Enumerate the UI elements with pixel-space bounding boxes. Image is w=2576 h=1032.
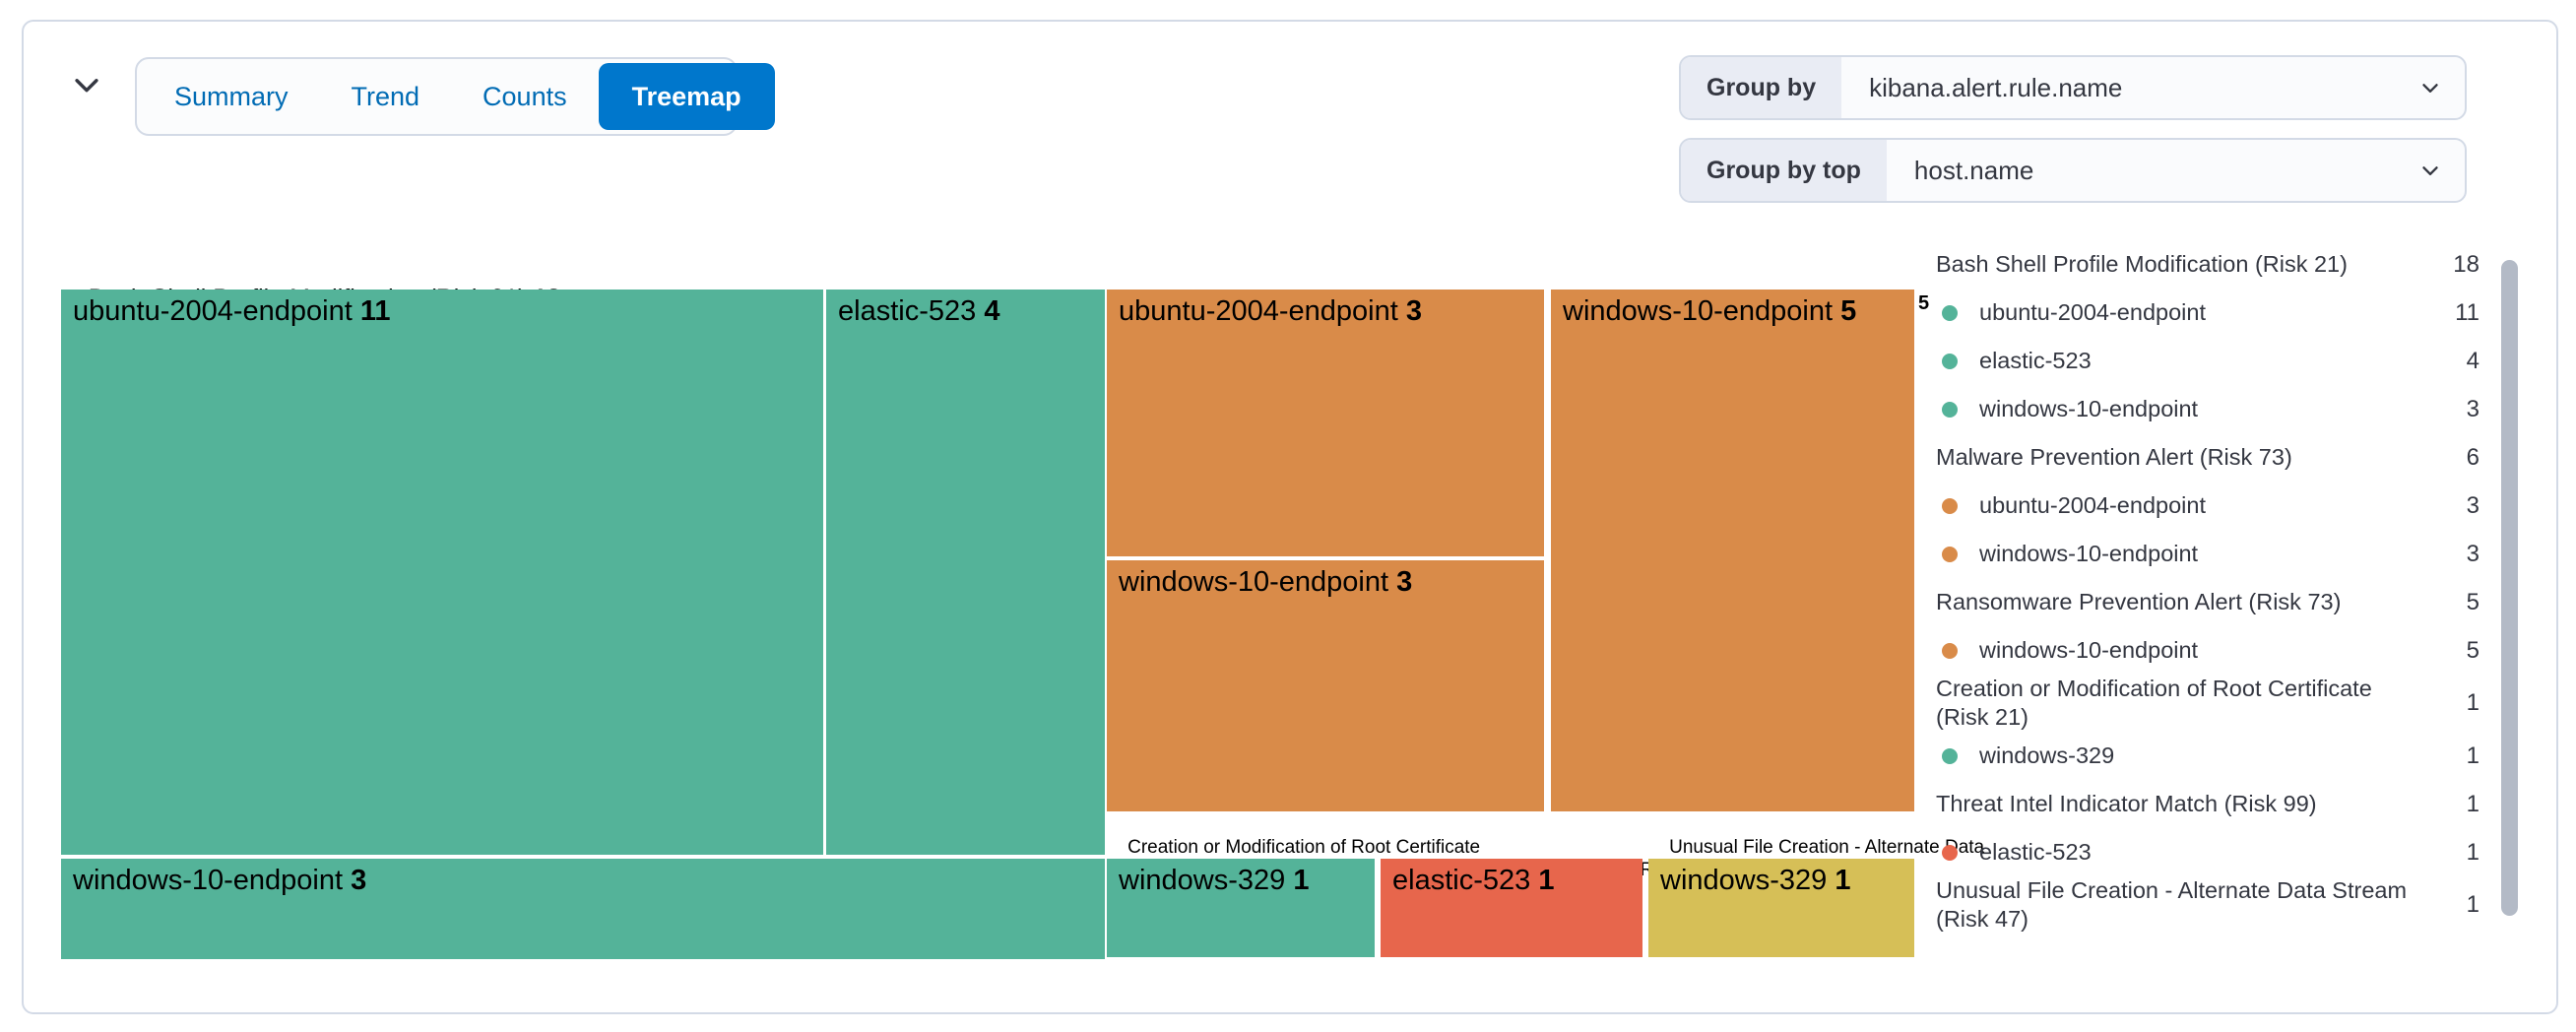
legend-color-dot [1942, 353, 1958, 369]
group-by-select: Group by kibana.alert.rule.name [1679, 55, 2467, 120]
legend-color-dot [1942, 401, 1958, 418]
group-by-top-label: Group by top [1681, 140, 1887, 201]
legend-host-item[interactable]: elastic-523 1 [1936, 828, 2479, 876]
treemap-cell[interactable]: windows-329 1 [1107, 859, 1375, 957]
treemap-cell[interactable]: windows-10-endpoint 5 [1551, 290, 1914, 811]
tab-trend[interactable]: Trend [320, 63, 452, 130]
legend-host-item[interactable]: elastic-523 4 [1936, 337, 2479, 385]
legend-rule-item[interactable]: Ransomware Prevention Alert (Risk 73) 5 [1936, 588, 2479, 615]
legend-rule-item[interactable]: Malware Prevention Alert (Risk 73) 6 [1936, 443, 2479, 471]
legend-color-dot [1942, 642, 1958, 659]
treemap-cell[interactable]: elastic-523 1 [1381, 859, 1642, 957]
legend-rule-item[interactable]: Creation or Modification of Root Certifi… [1936, 676, 2479, 730]
group-by-top-select: Group by top host.name [1679, 138, 2467, 203]
legend-rule-item[interactable]: Unusual File Creation - Alternate Data S… [1936, 877, 2479, 932]
treemap-legend: Bash Shell Profile Modification (Risk 21… [1936, 240, 2479, 934]
legend-rule-item[interactable]: Threat Intel Indicator Match (Risk 99) 1 [1936, 790, 2479, 817]
legend-host-item[interactable]: ubuntu-2004-endpoint 3 [1936, 482, 2479, 530]
chart-type-button-group: Summary Trend Counts Treemap [135, 57, 775, 136]
legend-host-item[interactable]: windows-329 1 [1936, 732, 2479, 780]
collapse-panel-button[interactable] [63, 61, 110, 108]
legend-host-item[interactable]: ubuntu-2004-endpoint 11 [1936, 289, 2479, 337]
tab-counts[interactable]: Counts [451, 63, 599, 130]
chevron-down-icon[interactable] [2417, 140, 2465, 201]
legend-color-dot [1942, 844, 1958, 861]
group-by-top-value[interactable]: host.name [1913, 155, 2034, 185]
legend-color-dot [1942, 747, 1958, 764]
treemap-cell[interactable]: windows-10-endpoint 3 [61, 859, 1105, 959]
legend-rule-item[interactable]: Bash Shell Profile Modification (Risk 21… [1936, 250, 2479, 278]
legend-color-dot [1942, 497, 1958, 514]
legend-host-item[interactable]: windows-10-endpoint 3 [1936, 530, 2479, 578]
legend-color-dot [1942, 304, 1958, 321]
group-by-value[interactable]: kibana.alert.rule.name [1869, 72, 2123, 102]
treemap-cell[interactable]: windows-329 1 [1648, 859, 1914, 957]
treemap-cell[interactable]: windows-10-endpoint 3 [1107, 560, 1544, 811]
treemap-cell[interactable]: elastic-523 4 [826, 290, 1105, 855]
treemap-cell[interactable]: ubuntu-2004-endpoint 3 [1107, 290, 1544, 556]
group-by-label: Group by [1681, 57, 1842, 118]
alerts-panel: Summary Trend Counts Treemap Group by ki… [22, 20, 2558, 1014]
chevron-down-icon[interactable] [2417, 57, 2465, 118]
legend-host-item[interactable]: windows-10-endpoint 3 [1936, 385, 2479, 433]
treemap-cell[interactable]: ubuntu-2004-endpoint 11 [61, 290, 823, 855]
tab-summary[interactable]: Summary [143, 63, 320, 130]
chevron-down-icon [70, 68, 103, 101]
legend-host-item[interactable]: windows-10-endpoint 5 [1936, 626, 2479, 675]
legend-scrollbar-thumb[interactable] [2501, 260, 2518, 916]
legend-color-dot [1942, 546, 1958, 562]
tab-treemap[interactable]: Treemap [598, 63, 775, 130]
